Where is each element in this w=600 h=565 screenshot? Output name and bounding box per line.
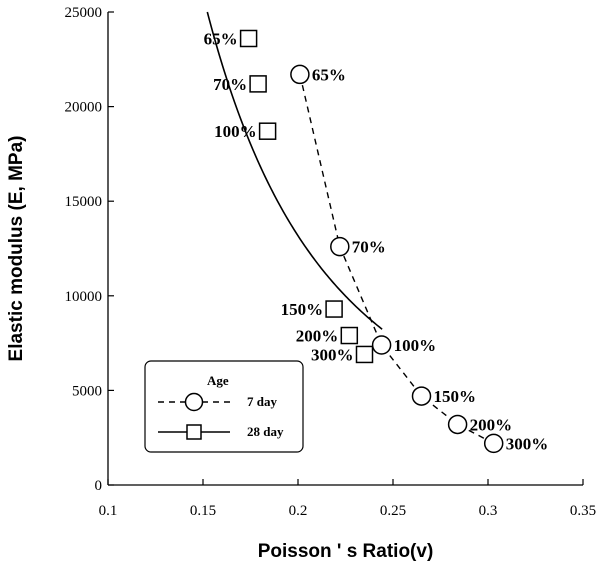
y-tick-label: 10000 bbox=[65, 289, 103, 305]
legend: Age 7 day 28 day bbox=[144, 360, 304, 453]
x-tick-label: 0.35 bbox=[570, 503, 596, 519]
series-28day-fit-line bbox=[206, 11, 383, 330]
x-tick-label: 0.1 bbox=[99, 503, 118, 519]
series-7day-label: 100% bbox=[394, 336, 437, 355]
series-28day-label: 200% bbox=[296, 327, 339, 346]
series-28day-point bbox=[239, 29, 258, 48]
x-tick-label: 0.3 bbox=[479, 503, 498, 519]
series-7day-label: 70% bbox=[352, 238, 386, 257]
series-28day-label: 70% bbox=[213, 75, 247, 94]
y-tick-label: 5000 bbox=[72, 383, 102, 399]
legend-28day-marker bbox=[186, 424, 202, 440]
series-28day-point bbox=[249, 75, 267, 93]
legend-28day-label: 28 day bbox=[247, 424, 284, 439]
series-7day-point bbox=[483, 433, 504, 454]
series-7day-point bbox=[371, 335, 392, 355]
x-tick-label: 0.25 bbox=[380, 503, 406, 519]
series-7day-point bbox=[290, 64, 310, 85]
series-28day-label: 150% bbox=[281, 300, 324, 319]
series-7day-label: 65% bbox=[312, 65, 346, 84]
series-7day-label: 200% bbox=[470, 415, 512, 434]
series-7day-label: 300% bbox=[506, 434, 549, 453]
markers bbox=[239, 29, 504, 454]
series-28day-label: 65% bbox=[204, 29, 238, 48]
series-7day-point bbox=[411, 386, 432, 406]
y-tick-label: 15000 bbox=[65, 194, 103, 210]
legend-title: Age bbox=[207, 373, 229, 388]
series-28day-label: 300% bbox=[311, 345, 354, 364]
legend-7day-marker bbox=[184, 392, 204, 412]
series-7day-point bbox=[447, 414, 468, 435]
series-28day-point bbox=[258, 122, 277, 140]
legend-box bbox=[144, 360, 304, 453]
series-28day-point bbox=[340, 326, 359, 345]
x-axis-title: Poisson ' s Ratio(v) bbox=[258, 541, 434, 562]
series-7day-point bbox=[330, 236, 350, 257]
point-labels: 65%70%100%150%200%300%65%70%100%150%200%… bbox=[204, 29, 549, 453]
series-28day-label: 100% bbox=[214, 122, 257, 141]
series-28day-point bbox=[355, 345, 374, 364]
y-tick-label: 20000 bbox=[65, 100, 103, 116]
legend-7day-label: 7 day bbox=[247, 394, 277, 409]
y-tick-label: 25000 bbox=[65, 5, 103, 21]
series-28day-point bbox=[325, 300, 343, 318]
y-tick-label: 0 bbox=[95, 478, 103, 494]
y-axis-title: Elastic modulus (E, MPa) bbox=[6, 136, 27, 362]
x-tick-label: 0.15 bbox=[190, 503, 216, 519]
series-7day-label: 150% bbox=[434, 387, 477, 406]
x-tick-label: 0.2 bbox=[289, 503, 308, 519]
axes: 0.1 0.15 0.2 0.25 0.3 0.35 0 5000 10000 15000 2000… bbox=[65, 5, 597, 519]
